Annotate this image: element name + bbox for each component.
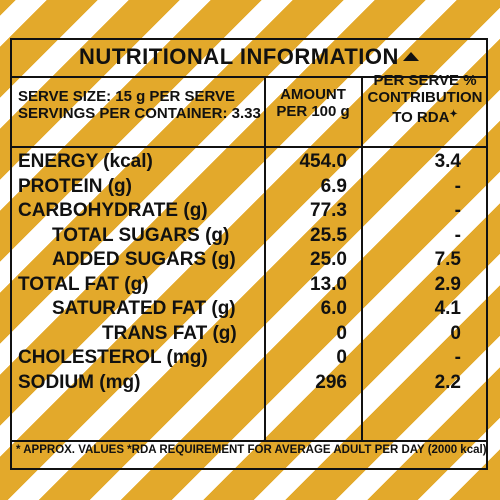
amount-header: AMOUNT PER 100 g: [270, 86, 356, 120]
amount-header-line1: AMOUNT: [280, 86, 346, 103]
table-row: SODIUM (mg) 296 2.2: [18, 371, 461, 393]
table-row: CARBOHYDRATE (g) 77.3-: [18, 200, 461, 221]
table-row: TRANS FAT (g) 0 0: [102, 322, 461, 344]
divider: [12, 146, 486, 148]
serve-info: SERVE SIZE: 15 g PER SERVE SERVINGS PER …: [18, 88, 261, 122]
arrow-icon: [402, 52, 419, 61]
table-row: ADDED SUGARS (g) 25.0 7.5: [52, 249, 461, 270]
footnote: * APPROX. VALUES *RDA REQUIREMENT FOR AV…: [16, 444, 487, 456]
table-row: TOTAL FAT (g) 13.0 2.9: [18, 273, 461, 295]
divider: [12, 440, 486, 442]
table-row: ENERGY (kcal) 454.0 3.4: [18, 151, 461, 172]
column-divider: [264, 76, 266, 440]
rda-header-line1: PER SERVE %: [373, 72, 477, 89]
nutrition-label: NUTRITIONAL INFORMATION SERVE SIZE: 15 g…: [10, 38, 488, 470]
divider: [12, 76, 486, 78]
column-divider: [361, 76, 363, 440]
rda-header-line2: CONTRIBUTION: [367, 89, 483, 106]
table-row: CHOLESTEROL (mg) 0-: [18, 347, 461, 368]
serve-size: SERVE SIZE: 15 g PER SERVE: [18, 88, 236, 105]
amount-header-line2: PER 100 g: [276, 103, 350, 120]
table-row: TOTAL SUGARS (g) 25.5-: [52, 224, 461, 246]
star-icon: ✦: [449, 109, 458, 120]
label-title: NUTRITIONAL INFORMATION: [12, 44, 486, 70]
rda-header: PER SERVE % CONTRIBUTION TO RDA✦: [364, 72, 486, 126]
servings-per-container: SERVINGS PER CONTAINER: 3.33: [18, 105, 261, 122]
title-text: NUTRITIONAL INFORMATION: [79, 44, 399, 69]
nutrient-table: ENERGY (kcal) 454.0 3.4 PROTEIN (g) 6.9- CA…: [12, 150, 486, 395]
rda-header-line3: TO RDA: [392, 109, 450, 126]
table-row: SATURATED FAT (g) 6.0 4.1: [52, 298, 461, 319]
table-row: PROTEIN (g) 6.9-: [18, 175, 461, 197]
